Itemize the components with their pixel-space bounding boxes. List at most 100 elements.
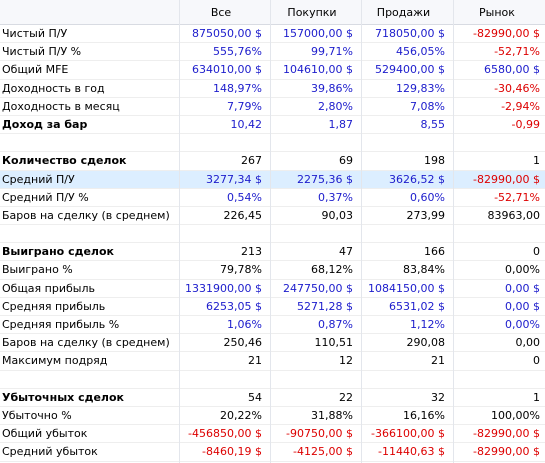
- row-label: Чистый П/У %: [2, 45, 82, 59]
- table-cell: 0,00 $: [505, 281, 540, 295]
- table-cell: 54: [248, 390, 262, 404]
- table-cell: 555,76%: [213, 45, 262, 59]
- row-label: Средний убыток: [2, 445, 98, 459]
- row-label: Средний П/У: [2, 172, 75, 186]
- table-cell: 83963,00: [487, 208, 541, 222]
- table-cell: 110,51: [314, 336, 354, 350]
- table-cell: 31,88%: [311, 408, 353, 422]
- table-row[interactable]: Средняя прибыль % 1,06% 0,87% 1,12% 0,00%: [0, 316, 545, 335]
- table-row[interactable]: Доход за бар 10,42 1,87 8,55 -0,99: [0, 116, 545, 135]
- table-cell: 39,86%: [311, 81, 353, 95]
- table-cell: 634010,00 $: [192, 63, 262, 77]
- table-cell: 0,00: [515, 336, 541, 350]
- column-header-market[interactable]: Рынок: [479, 6, 515, 19]
- table-cell: 166: [424, 245, 445, 259]
- table-row[interactable]: Общий MFE 634010,00 $ 104610,00 $ 529400,00…: [0, 61, 545, 80]
- table-cell: 99,71%: [311, 45, 353, 59]
- table-cell: 0,37%: [318, 190, 353, 204]
- row-label: Общая прибыль: [2, 281, 95, 295]
- row-label: Общий MFE: [2, 63, 69, 77]
- table-cell: -366100,00 $: [371, 427, 445, 441]
- table-cell: 8,55: [420, 117, 446, 131]
- table-cell: 6580,00 $: [484, 63, 540, 77]
- spacer-row: [0, 225, 545, 244]
- spacer-row: [0, 134, 545, 153]
- table-cell: 7,79%: [227, 99, 262, 113]
- table-cell: 157000,00 $: [283, 27, 353, 40]
- table-cell: -8460,19 $: [202, 445, 262, 459]
- table-row[interactable]: Доходность в месяц 7,79% 2,80% 7,08% -2,94%: [0, 98, 545, 116]
- table-cell: 21: [248, 354, 262, 368]
- column-header-label: [0, 0, 180, 24]
- table-cell: 250,46: [223, 336, 263, 350]
- row-label: Средняя прибыль %: [2, 318, 120, 331]
- table-cell: 129,83%: [396, 81, 445, 95]
- table-cell: 10,42: [230, 117, 263, 131]
- table-cell: 1: [533, 154, 540, 168]
- table-row[interactable]: Общая прибыль 1331900,00 $ 247750,00 $ 1084…: [0, 280, 545, 298]
- table-cell: 69: [339, 154, 353, 168]
- table-cell: 1,06%: [227, 318, 262, 331]
- table-cell: 104610,00 $: [283, 63, 353, 77]
- table-cell: 456,05%: [396, 45, 445, 59]
- table-row[interactable]: Средний П/У % 0,54% 0,37% 0,60% -52,71%: [0, 189, 545, 207]
- row-label: Чистый П/У: [2, 27, 68, 40]
- column-header-all[interactable]: Все: [210, 6, 232, 19]
- table-row[interactable]: Баров на сделку (в среднем) 250,46 110,51 2…: [0, 334, 545, 353]
- table-cell: 0: [533, 354, 540, 368]
- table-cell: 213: [241, 245, 262, 259]
- table-cell: 1331900,00 $: [185, 281, 262, 295]
- table-cell: 148,97%: [213, 81, 262, 95]
- column-header-row: Все Покупки Продажи Рынок: [0, 0, 545, 25]
- table-row[interactable]: Средний П/У 3277,34 $ 2275,36 $ 3626,52 $ -8…: [0, 170, 545, 189]
- column-separator: [270, 0, 271, 463]
- table-cell: 0,00%: [505, 318, 540, 331]
- table-row[interactable]: Средний убыток -8460,19 $ -4125,00 $ -11440…: [0, 443, 545, 462]
- table-cell: 273,99: [406, 208, 446, 222]
- row-label: Баров на сделку (в среднем): [2, 208, 170, 222]
- table-cell: 5271,28 $: [297, 299, 353, 313]
- table-cell: -0,99: [511, 117, 540, 131]
- table-cell: 1084150,00 $: [368, 281, 445, 295]
- table-row[interactable]: Выиграно сделок 213 47 166 0: [0, 243, 545, 262]
- table-cell: 32: [431, 390, 445, 404]
- row-label: Количество сделок: [2, 154, 127, 168]
- row-label: Выиграно %: [2, 263, 73, 277]
- table-cell: 267: [241, 154, 262, 168]
- table-cell: 875050,00 $: [192, 27, 262, 40]
- column-separator: [361, 0, 362, 463]
- table-cell: 529400,00 $: [375, 63, 445, 77]
- table-row[interactable]: Убыточно % 20,22% 31,88% 16,16% 100,00%: [0, 407, 545, 426]
- table-cell: 22: [339, 390, 353, 404]
- table-cell: -4125,00 $: [293, 445, 353, 459]
- row-label: Убыточных сделок: [2, 390, 125, 404]
- table-cell: -82990,00 $: [473, 172, 540, 186]
- table-row[interactable]: Баров на сделку (в среднем) 226,45 90,03 27…: [0, 207, 545, 226]
- table-cell: 3626,52 $: [389, 172, 445, 186]
- column-header-short[interactable]: Продажи: [376, 6, 431, 19]
- table-row[interactable]: Чистый П/У 875050,00 $ 157000,00 $ 718050,0…: [0, 25, 545, 44]
- row-label: Средняя прибыль: [2, 299, 106, 313]
- table-row[interactable]: Доходность в год 148,97% 39,86% 129,83% -30,…: [0, 80, 545, 98]
- table-cell: 0,00%: [505, 263, 540, 277]
- table-cell: 0,00 $: [505, 299, 540, 313]
- column-header-long[interactable]: Покупки: [287, 6, 337, 19]
- table-row[interactable]: Средняя прибыль 6253,05 $ 5271,28 $ 6531,02…: [0, 298, 545, 316]
- table-row[interactable]: Чистый П/У % 555,76% 99,71% 456,05% -52,71%: [0, 43, 545, 62]
- table-cell: 21: [431, 354, 445, 368]
- row-label: Убыточно %: [2, 408, 72, 422]
- table-row[interactable]: Количество сделок 267 69 198 1: [0, 152, 545, 171]
- table-cell: -82990,00 $: [473, 427, 540, 441]
- table-row[interactable]: Максимум подряд 21 12 21 0: [0, 352, 545, 371]
- row-label: Доход за бар: [2, 117, 88, 131]
- table-cell: 1,12%: [410, 318, 445, 331]
- table-row[interactable]: Общий убыток -456850,00 $ -90750,00 $ -3661…: [0, 425, 545, 444]
- table-row[interactable]: Выиграно % 79,78% 68,12% 83,84% 0,00%: [0, 261, 545, 280]
- table-row[interactable]: Убыточных сделок 54 22 32 1: [0, 389, 545, 407]
- row-label: Доходность в месяц: [2, 99, 120, 113]
- table-cell: 1: [533, 390, 540, 404]
- table-cell: 2,80%: [318, 99, 353, 113]
- row-label: Максимум подряд: [2, 354, 108, 368]
- row-label: Общий убыток: [2, 427, 88, 441]
- row-label: Доходность в год: [2, 81, 105, 95]
